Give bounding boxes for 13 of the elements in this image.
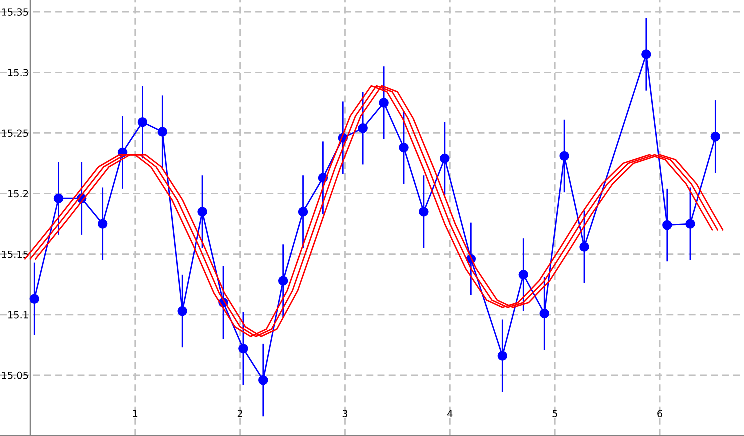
x-tick-label: 1: [133, 410, 138, 418]
y-tick-label: 15.15: [2, 250, 28, 258]
x-tick-label: 6: [658, 410, 663, 418]
x-tick-label: 2: [238, 410, 242, 418]
y-tick-label: 15.3: [8, 69, 28, 76]
y-tick-label: 15.25: [2, 130, 28, 138]
y-tick-label: 15.1: [8, 311, 28, 319]
x-tick-label: 5: [552, 410, 558, 418]
y-tick-label: 15.05: [2, 372, 28, 380]
y-tick-label: 15.2: [8, 190, 28, 198]
x-tick-label: 3: [342, 410, 348, 418]
y-tick-label: 15.35: [2, 8, 28, 16]
x-tick-label: 4: [448, 410, 453, 418]
